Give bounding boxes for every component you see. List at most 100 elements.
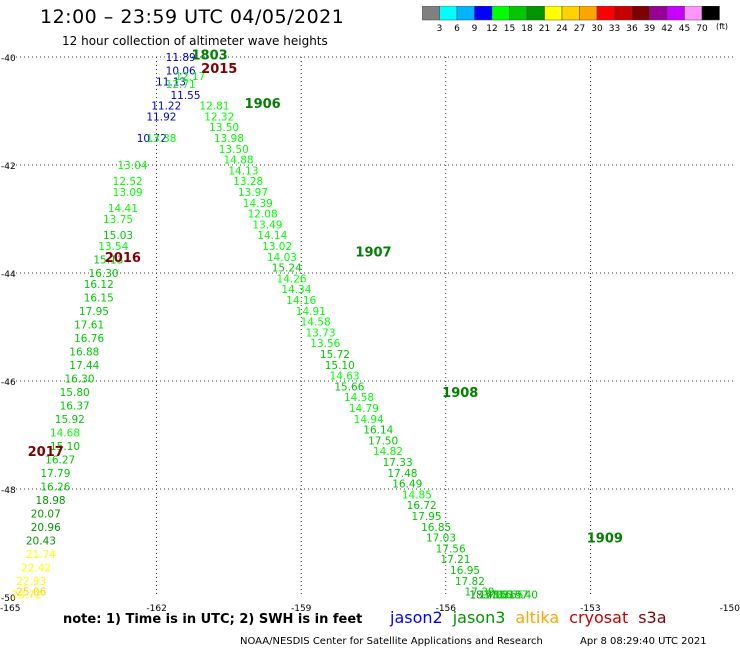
wave-height-value: 13.54: [98, 241, 128, 253]
wave-height-value: 17.56: [436, 543, 466, 555]
page-title: 12:00 – 23:59 UTC 04/05/2021: [40, 6, 345, 28]
wave-height-value: 13.04: [117, 160, 147, 172]
wave-height-value: 13.50: [219, 144, 249, 156]
longitude-tick-label: -159: [291, 604, 312, 614]
wave-height-value: 16.85: [421, 522, 451, 534]
color-scale-tick: 3: [437, 24, 443, 34]
wave-height-value: 13.50: [209, 122, 239, 134]
wave-height-value: 16.72: [407, 500, 437, 512]
wave-height-value: 16.76: [74, 333, 104, 345]
wave-height-value: 16.30: [64, 373, 94, 385]
wave-height-value: 13.49: [252, 219, 282, 231]
legend-item: s3a: [638, 608, 667, 627]
wave-height-value: 17.44: [69, 360, 99, 372]
wave-height-value: 15.92: [55, 414, 85, 426]
wave-height-value: 12.71: [166, 79, 196, 91]
wave-height-value: 10.06: [166, 66, 196, 78]
wave-height-value: 17.50: [368, 435, 398, 447]
latitude-tick-label: -40: [1, 54, 16, 64]
wave-height-value: 17.88: [479, 589, 509, 601]
wave-height-value: 17.48: [387, 468, 417, 480]
track-label: 1909: [587, 532, 623, 547]
wave-height-value: 14.14: [257, 230, 287, 242]
track-label: 2016: [105, 251, 141, 266]
longitude-tick-label: -162: [146, 604, 166, 614]
longitude-tick-label: -165: [0, 604, 20, 614]
color-scale-tick: 15: [504, 24, 515, 34]
color-scale-tick: 6: [454, 24, 460, 34]
wave-height-value: 11.55: [170, 90, 200, 102]
color-scale-tick: 18: [521, 24, 533, 34]
wave-height-value: 14.58: [344, 392, 374, 404]
wave-height-value: 15.66: [334, 381, 364, 393]
wave-height-value: 14.16: [286, 295, 316, 307]
legend-item: jason2: [390, 608, 443, 627]
wave-height-value: 15.80: [60, 387, 90, 399]
wave-height-value: 13.98: [214, 133, 244, 145]
latitude-tick-label: -44: [1, 270, 16, 280]
color-scale-tick: 21: [539, 24, 550, 34]
wave-height-value: 13.73: [305, 327, 335, 339]
wave-height-value: 14.91: [296, 306, 326, 318]
credit-date: Apr 8 08:29:40 UTC 2021: [580, 636, 707, 647]
latitude-tick-label: -42: [1, 162, 16, 172]
legend-item: jason3: [452, 608, 506, 627]
wave-height-value: 22.42: [21, 562, 51, 574]
wave-height-value: 17.39: [465, 587, 495, 599]
wave-height-value: 14.41: [108, 203, 138, 215]
wave-height-value: 14.82: [373, 446, 403, 458]
credit-text: NOAA/NESDIS Center for Satellite Applica…: [240, 636, 543, 647]
longitude-tick-label: -156: [436, 604, 457, 614]
wave-height-value: 16.30: [89, 268, 119, 280]
wave-height-value: 16.15: [84, 292, 114, 304]
wave-height-value: 11.22: [151, 101, 181, 113]
wave-height-value: 16.88: [69, 346, 99, 358]
wave-height-value: 17.79: [40, 468, 70, 480]
wave-height-value: 14.39: [243, 198, 273, 210]
wave-height-value: 16.49: [392, 479, 422, 491]
wave-height-value: 10.72: [137, 133, 167, 145]
wave-height-value: 11.92: [146, 111, 176, 123]
wave-height-value: 14.85: [402, 489, 432, 501]
wave-height-value: 14.94: [354, 414, 384, 426]
color-scale-tick: 9: [472, 24, 478, 34]
wave-height-value: 17.21: [440, 554, 470, 566]
track-label: 2015: [201, 62, 237, 77]
wave-height-value: 17.95: [79, 306, 109, 318]
wave-height-value: 14.03: [267, 252, 297, 264]
wave-height-value: 14.13: [228, 165, 258, 177]
wave-height-value: 18.48: [469, 589, 499, 601]
wave-height-value: 12.81: [199, 101, 229, 113]
wave-height-value: 13.75: [103, 214, 133, 226]
footnote: note: 1) Time is in UTC; 2) SWH is in fe…: [63, 612, 363, 627]
legend-item: altika: [515, 608, 560, 627]
color-scale-tick: 30: [591, 24, 603, 34]
wave-height-value: 16.37: [60, 400, 90, 412]
wave-height-value: 17.82: [455, 576, 485, 588]
wave-height-value: 16.26: [40, 481, 70, 493]
wave-height-value: 12.52: [113, 176, 143, 188]
track-label: 1906: [245, 97, 281, 112]
color-scale-tick: 24: [556, 24, 568, 34]
wave-height-value: 15.72: [320, 349, 350, 361]
latitude-tick-label: -46: [1, 378, 16, 388]
wave-height-value: 15.24: [272, 263, 302, 275]
wave-height-value: 14.34: [281, 284, 311, 296]
wave-height-value: 13.02: [262, 241, 292, 253]
color-scale-tick: 39: [644, 24, 656, 34]
wave-height-value: 17.63: [484, 589, 514, 601]
wave-height-value: 18.98: [36, 495, 66, 507]
wave-height-value: 25.06: [16, 587, 46, 599]
wave-height-value: 14.88: [224, 155, 254, 167]
longitude-tick-label: -150: [720, 604, 740, 614]
track-label: 1908: [442, 386, 478, 401]
wave-height-value: 12.32: [204, 111, 234, 123]
wave-height-value: 13.09: [113, 187, 143, 199]
wave-height-value: 17.03: [426, 533, 456, 545]
wave-height-value: 13.38: [146, 133, 176, 145]
legend-item: cryosat: [569, 608, 629, 627]
wave-height-value: 16.14: [363, 425, 393, 437]
wave-height-value: 16.27: [45, 454, 75, 466]
color-scale-tick: 70: [696, 24, 708, 34]
